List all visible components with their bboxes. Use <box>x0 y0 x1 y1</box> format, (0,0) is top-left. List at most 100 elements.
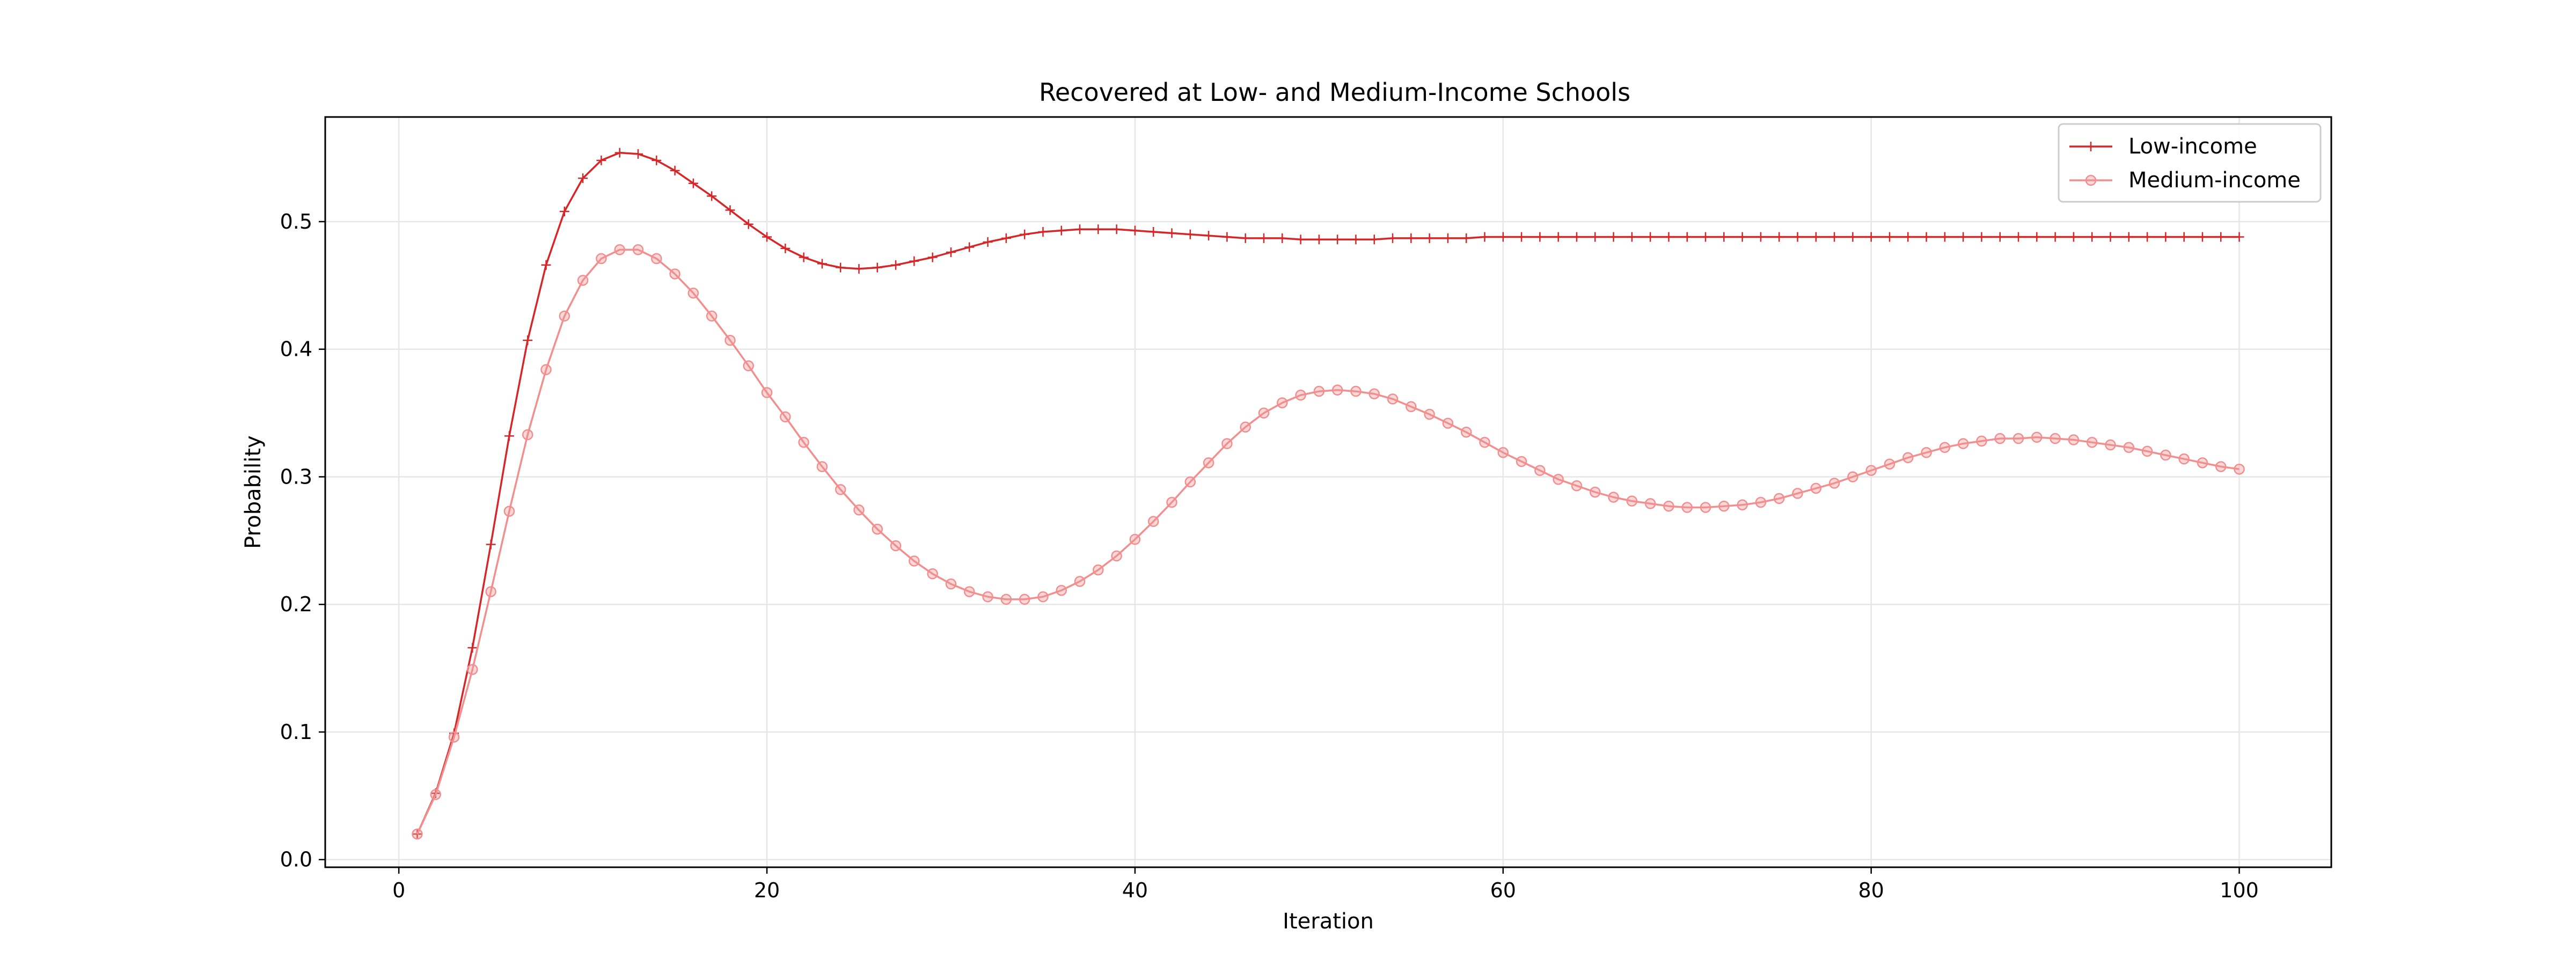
marker-plus <box>1995 232 2005 242</box>
marker-circle <box>964 586 975 597</box>
marker-plus <box>1977 232 1987 242</box>
marker-plus <box>541 260 551 270</box>
marker-plus <box>1240 233 1250 243</box>
marker-plus <box>1461 233 1472 243</box>
marker-circle <box>1497 447 1509 458</box>
marker-circle <box>1460 427 1472 438</box>
marker-circle <box>2050 433 2061 444</box>
marker-plus <box>1553 232 1563 242</box>
y-tick-label: 0.5 <box>280 210 312 233</box>
marker-circle <box>1313 385 1325 397</box>
marker-plus <box>1792 232 1803 242</box>
legend-item-medium-income: Medium-income <box>2069 168 2301 193</box>
marker-plus <box>1001 233 1011 243</box>
marker-circle <box>2215 461 2227 472</box>
marker-plus <box>1701 232 1711 242</box>
marker-plus <box>1443 233 1453 243</box>
marker-plus <box>1148 226 1159 237</box>
marker-circle <box>467 664 478 675</box>
marker-plus <box>1571 232 1582 242</box>
marker-circle <box>872 523 883 535</box>
marker-plus <box>1056 225 1066 236</box>
legend: Low-income Medium-income <box>2058 123 2322 203</box>
grid-lines <box>325 117 2331 867</box>
marker-plus <box>1627 232 1637 242</box>
marker-plus <box>2105 232 2116 242</box>
chart-title: Recovered at Low- and Medium-Income Scho… <box>1039 78 1630 107</box>
marker-circle <box>1203 457 1214 469</box>
marker-circle <box>890 540 902 552</box>
marker-circle <box>687 287 699 299</box>
marker-circle <box>1755 496 1767 508</box>
marker-plus <box>1517 232 1527 242</box>
marker-plus <box>964 242 975 252</box>
marker-plus <box>1296 235 1306 245</box>
marker-circle <box>2178 453 2190 465</box>
marker-plus <box>1314 235 1324 245</box>
marker-circle <box>1976 435 1987 447</box>
marker-circle <box>1258 407 1270 419</box>
marker-circle <box>632 244 644 255</box>
marker-plus <box>872 262 882 273</box>
marker-circle <box>1350 385 1362 397</box>
marker-plus <box>2032 232 2042 242</box>
marker-plus <box>1222 232 1232 242</box>
marker-circle <box>1700 502 1711 513</box>
x-tick-label: 20 <box>754 879 780 902</box>
marker-circle <box>1000 594 1012 605</box>
marker-plus <box>559 206 569 216</box>
marker-plus <box>799 252 809 262</box>
marker-circle <box>816 461 828 472</box>
x-tick-label: 80 <box>1858 879 1884 902</box>
marker-circle <box>835 484 846 495</box>
y-tick-label: 0.2 <box>280 592 312 616</box>
marker-plus <box>946 247 956 258</box>
marker-circle <box>724 334 736 346</box>
plot-frame <box>324 116 2332 868</box>
marker-plus <box>486 539 496 550</box>
marker-circle <box>2086 437 2098 448</box>
marker-circle <box>706 310 718 322</box>
marker-circle <box>559 310 570 322</box>
marker-plus <box>836 262 846 273</box>
marker-circle <box>2160 449 2171 461</box>
legend-label: Low-income <box>2128 134 2257 159</box>
marker-circle <box>2031 431 2043 443</box>
marker-circle <box>1884 458 1896 470</box>
x-axis-label: Iteration <box>1283 909 1374 934</box>
marker-plus <box>2142 232 2153 242</box>
marker-plus <box>1369 235 1379 245</box>
marker-plus <box>2179 232 2189 242</box>
marker-circle <box>1074 576 1086 587</box>
marker-plus <box>1480 232 1490 242</box>
marker-plus <box>1406 233 1416 243</box>
marker-plus <box>614 148 625 158</box>
marker-circle <box>1663 500 1674 512</box>
y-tick-label: 0.3 <box>280 465 312 488</box>
marker-circle <box>577 275 589 286</box>
marker-circle <box>1295 390 1306 401</box>
marker-circle <box>1810 482 1822 494</box>
marker-plus <box>983 237 993 247</box>
marker-circle <box>1644 498 1656 509</box>
marker-circle <box>1865 465 1877 476</box>
marker-plus <box>1645 232 1656 242</box>
marker-circle <box>1221 438 1233 449</box>
marker-circle <box>1994 433 2006 444</box>
marker-circle <box>1147 516 1159 527</box>
x-tick-label: 60 <box>1490 879 1516 902</box>
marker-plus <box>2050 232 2060 242</box>
marker-plus <box>1884 232 1894 242</box>
legend-label: Medium-income <box>2128 168 2301 193</box>
marker-plus <box>1093 224 1103 235</box>
marker-circle <box>1368 388 1380 400</box>
y-axis: 0.0 0.1 0.2 0.3 0.4 0.5 <box>280 210 325 872</box>
marker-circle <box>503 506 515 517</box>
marker-circle <box>1773 493 1785 504</box>
y-tick-label: 0.4 <box>280 338 312 361</box>
series-lines <box>412 148 2245 840</box>
marker-plus <box>1719 232 1729 242</box>
legend-swatch-marker <box>2086 142 2096 151</box>
marker-circle <box>2141 445 2153 457</box>
marker-circle <box>2123 442 2135 453</box>
